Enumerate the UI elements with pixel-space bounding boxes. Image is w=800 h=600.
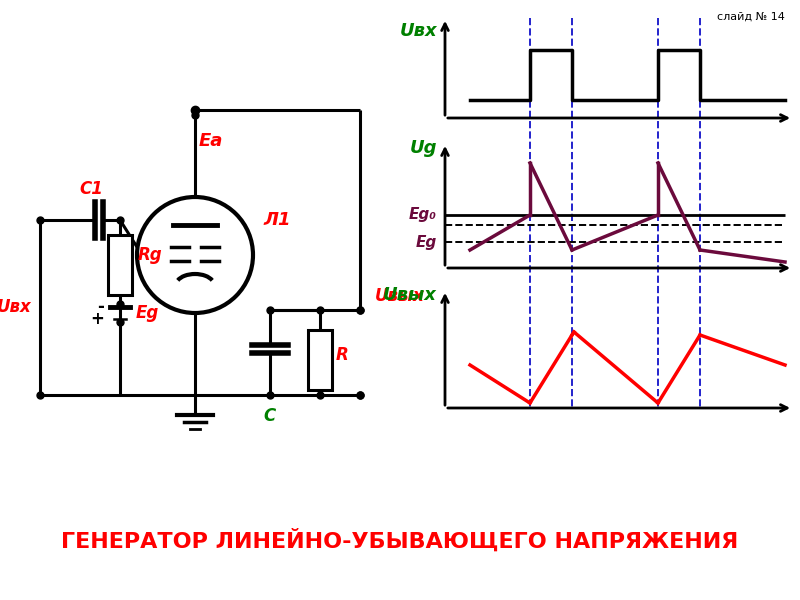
Text: t: t <box>799 111 800 129</box>
Text: C: C <box>264 407 276 425</box>
Text: Л1: Л1 <box>263 211 290 229</box>
Text: -: - <box>97 298 104 316</box>
Text: Uвых: Uвых <box>383 286 437 304</box>
Bar <box>108 235 132 295</box>
Text: t: t <box>799 261 800 279</box>
Text: t: t <box>799 401 800 419</box>
Text: Rg: Rg <box>138 246 162 264</box>
Text: Ug: Ug <box>410 139 437 157</box>
Text: Eg: Eg <box>416 235 437 250</box>
Text: C1: C1 <box>79 180 103 198</box>
Bar <box>308 330 332 390</box>
Text: Ea: Ea <box>199 132 223 150</box>
Text: Uвх: Uвх <box>399 22 437 40</box>
Text: ГЕНЕРАТОР ЛИНЕЙНО-УБЫВАЮЩЕГО НАПРЯЖЕНИЯ: ГЕНЕРАТОР ЛИНЕЙНО-УБЫВАЮЩЕГО НАПРЯЖЕНИЯ <box>62 529 738 551</box>
Text: Uвых: Uвых <box>375 287 425 305</box>
Text: Eg: Eg <box>136 304 159 322</box>
Text: +: + <box>90 310 104 328</box>
Text: слайд № 14: слайд № 14 <box>717 12 785 22</box>
Text: Eg₀: Eg₀ <box>409 208 437 223</box>
Text: Uвх: Uвх <box>0 298 32 317</box>
Text: R: R <box>336 346 349 364</box>
